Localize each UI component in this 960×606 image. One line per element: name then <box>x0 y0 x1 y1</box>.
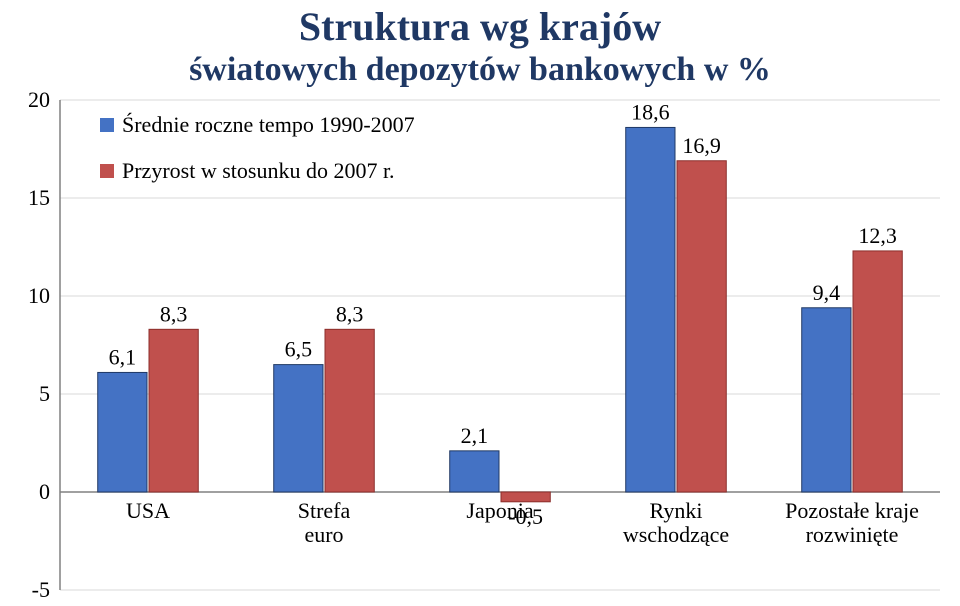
category-label: Strefa <box>298 498 351 523</box>
category-label: wschodzące <box>623 522 729 547</box>
y-tick-label: 0 <box>39 479 50 504</box>
legend: Średnie roczne tempo 1990-2007 Przyrost w… <box>100 112 415 204</box>
category-label: euro <box>304 522 343 547</box>
category-label: rozwinięte <box>806 522 899 547</box>
bar-series1 <box>802 308 851 492</box>
bar-series2 <box>677 161 726 492</box>
y-tick-label: 15 <box>28 185 50 210</box>
value-label: 12,3 <box>858 223 897 248</box>
value-label: 18,6 <box>631 99 670 124</box>
value-label: 8,3 <box>160 301 188 326</box>
bar-series1 <box>450 451 499 492</box>
bar-series1 <box>274 365 323 492</box>
y-tick-label: 5 <box>39 381 50 406</box>
value-label: 8,3 <box>336 301 364 326</box>
y-tick-label: 10 <box>28 283 50 308</box>
legend-swatch <box>100 164 114 178</box>
legend-swatch <box>100 118 114 132</box>
value-label: 6,5 <box>285 337 313 362</box>
bar-series1 <box>98 372 147 492</box>
legend-item: Przyrost w stosunku do 2007 r. <box>100 158 415 184</box>
bar-chart: -5051015206,18,3USA6,58,3Strefaeuro2,1-0… <box>0 0 960 606</box>
legend-item: Średnie roczne tempo 1990-2007 <box>100 112 415 138</box>
chart-container: Struktura wg krajów światowych depozytów… <box>0 0 960 606</box>
category-label: Rynki <box>650 498 703 523</box>
bar-series2 <box>853 251 902 492</box>
bar-series1 <box>626 127 675 492</box>
y-tick-label: 20 <box>28 87 50 112</box>
bar-series2 <box>149 329 198 492</box>
category-label: Pozostałe kraje <box>785 498 919 523</box>
legend-label: Przyrost w stosunku do 2007 r. <box>122 158 395 184</box>
category-label: USA <box>126 498 170 523</box>
value-label: 9,4 <box>813 280 841 305</box>
bar-series2 <box>325 329 374 492</box>
value-label: 2,1 <box>461 423 489 448</box>
value-label: 6,1 <box>109 344 137 369</box>
legend-label: Średnie roczne tempo 1990-2007 <box>122 112 415 138</box>
y-tick-label: -5 <box>32 577 50 602</box>
category-label: Japonia <box>466 498 533 523</box>
value-label: 16,9 <box>682 133 721 158</box>
